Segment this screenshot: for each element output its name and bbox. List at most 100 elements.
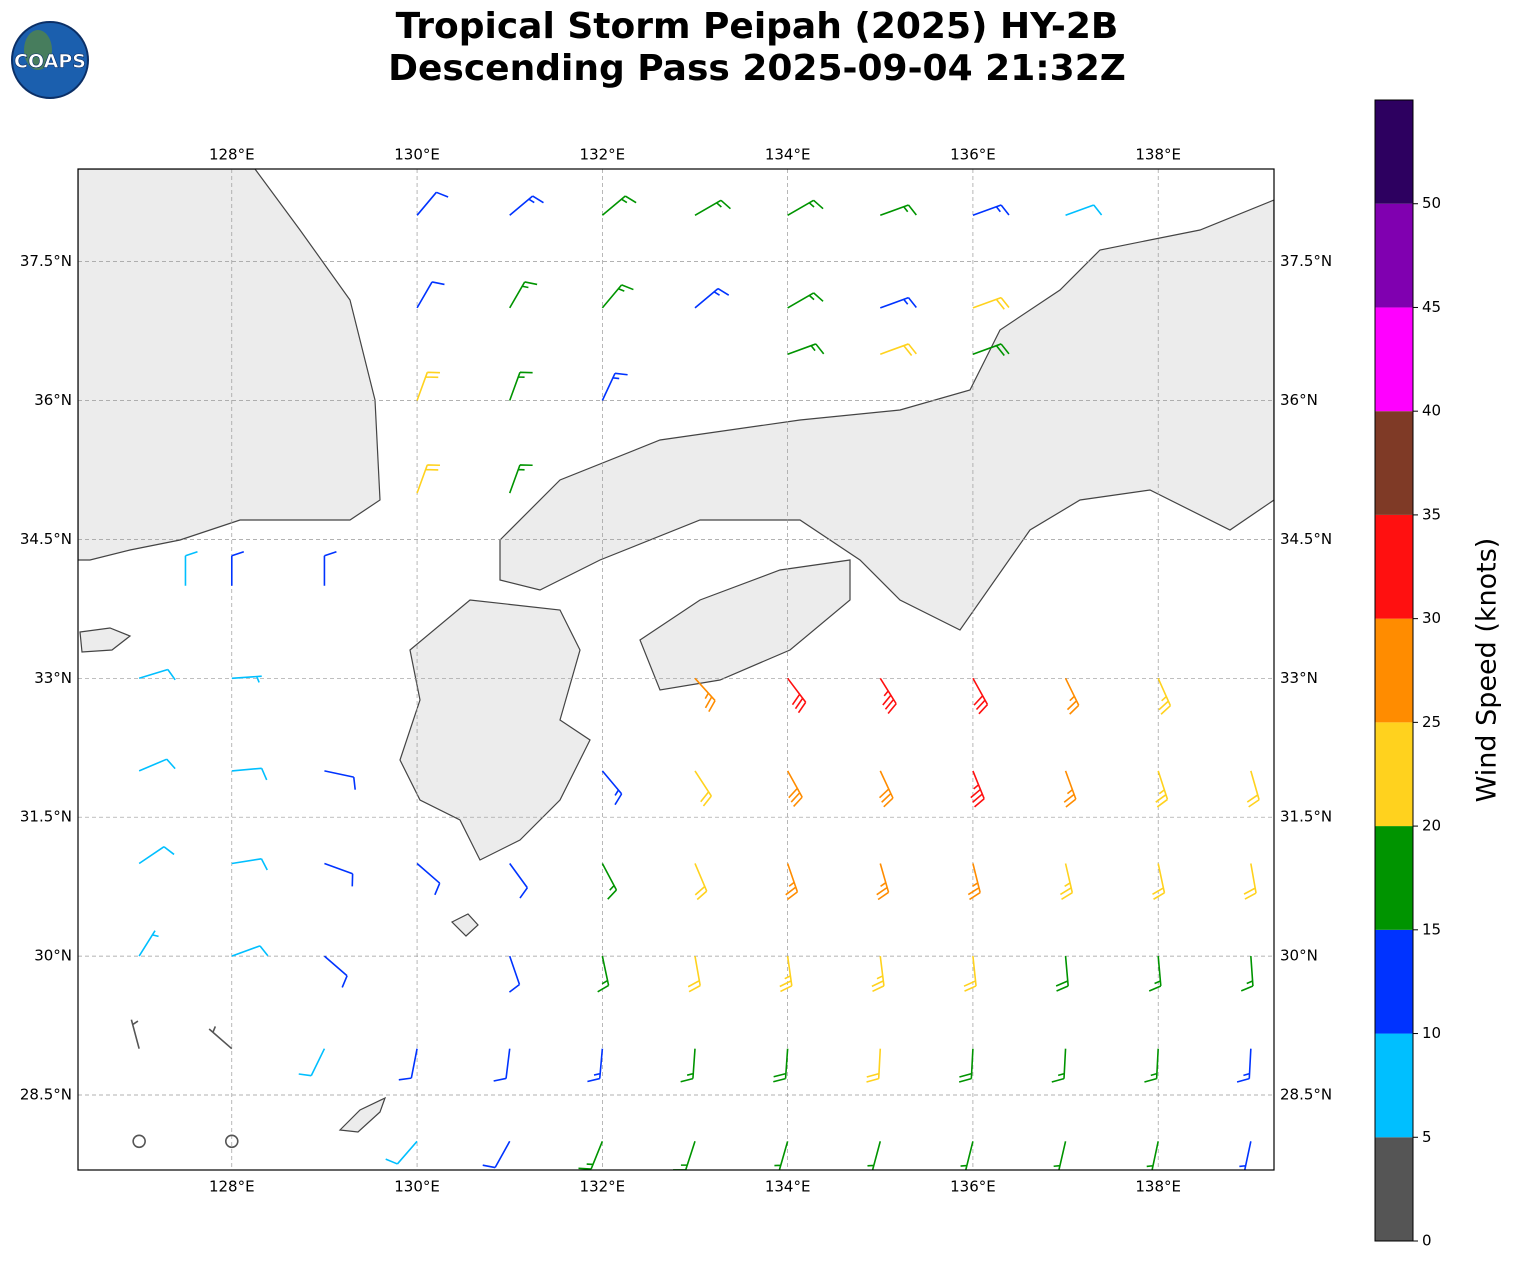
x-tick-label: 132°E [580,1178,626,1196]
wind-barb [880,204,917,217]
wind-barb [972,296,1010,310]
colorbar-segment [1375,100,1413,204]
colorbar-tick-label: 20 [1422,817,1441,835]
wind-barb [601,284,634,309]
wind-barb [1065,204,1103,217]
wind-barb [1236,1048,1252,1083]
wind-barb [1157,677,1172,715]
colorbar-segment [1375,1033,1413,1138]
wind-barb [509,195,544,216]
wind-barb [880,296,917,309]
x-tick-label: 132°E [580,146,626,164]
y-tick-label: 30°N [34,947,72,965]
wind-barb [231,945,269,957]
wind-barb [1243,863,1257,900]
wind-barb [880,343,917,357]
wind-barb [385,1140,418,1165]
x-tick-label: 128°E [209,146,255,164]
wind-barb [138,668,176,681]
wind-barb [601,770,623,806]
wind-barb [323,955,348,988]
wind-barb [863,1141,882,1170]
wind-barbs [130,191,1260,1170]
colorbar-tick-label: 35 [1422,505,1441,523]
wind-barb [866,1048,882,1083]
kyushu [399,599,591,861]
x-tick-label: 130°E [394,146,440,164]
wind-barb [508,464,533,494]
wind-barb [694,677,716,712]
wind-barb [786,770,803,807]
calm-circle [224,1134,239,1149]
wind-barb [482,1140,511,1169]
colorbar-tick-label: 15 [1422,920,1441,938]
wind-barb [587,1048,604,1083]
wind-barb [1064,677,1080,715]
wind-barb [231,858,268,871]
colorbar-tick-label: 0 [1422,1232,1432,1250]
colorbar-tick-label: 5 [1422,1128,1432,1146]
x-tick-label: 130°E [394,1178,440,1196]
wind-barb [773,1048,789,1083]
wind-barb [298,1048,326,1077]
amami [338,1096,387,1133]
wind-barb [1055,956,1069,992]
y-tick-label: 33°N [1280,669,1318,687]
wind-barb [398,1048,418,1081]
wind-barb [766,1141,789,1170]
colorbar-segment [1375,618,1413,723]
wind-barb [601,863,618,900]
grid: 128°E 128°E 130°E 130°E 132°E 132°E 134°E 134°E… [20,146,1332,1196]
wind-barb [324,770,356,790]
y-tick-label: 33°N [34,669,72,687]
wind-barb [230,550,245,586]
colorbar: 0 5 10 15 20 25 30 35 40 45 50 [1374,99,1441,1250]
y-tick-label: 31.5°N [20,808,72,826]
wind-barb [970,770,985,808]
colorbar-segment [1375,1137,1413,1241]
wind-barb [1144,1048,1159,1083]
wind-barb [231,675,262,683]
x-tick-label: 136°E [950,1178,996,1196]
wind-barb [508,371,533,401]
colorbar-segment [1375,203,1413,308]
wind-barb [694,199,731,216]
title: Tropical Storm Peipah (2025) HY-2B [396,6,1119,47]
y-tick-label: 28.5°N [1280,1085,1332,1103]
wind-barb [1053,1141,1067,1170]
wind-barb [871,955,885,993]
colorbar-tick-label: 10 [1422,1024,1441,1042]
colorbar-frame [1374,99,1414,1242]
colorbar-segment [1375,307,1413,412]
wind-barb [597,955,610,993]
wind-barb [324,862,354,887]
wind-barb [231,767,268,781]
y-tick-label: 28.5°N [20,1085,72,1103]
wind-barb [416,191,449,216]
colorbar-segment [1375,929,1413,1034]
logo-land [24,30,52,70]
wind-barb [694,287,730,309]
wind-barb [878,770,894,808]
wind-barb [208,1026,233,1050]
wind-barb [323,550,337,586]
wind-barb [509,281,538,309]
wind-barb [967,863,981,901]
colorbar-tick-label: 25 [1422,713,1441,731]
y-tick-label: 31.5°N [1280,808,1332,826]
y-tick-label: 34.5°N [1280,530,1332,548]
calm-circle [132,1134,146,1149]
logo: COAPS [11,21,89,99]
wind-barb [509,863,528,899]
x-tick-label: 128°E [209,1178,255,1196]
wind-barb [787,292,824,309]
x-tick-label: 136°E [950,146,996,164]
wind-barb [972,343,1010,357]
wind-barb [416,371,440,401]
wind-barb [785,863,799,901]
wind-barb [960,1141,974,1170]
y-tick-label: 30°N [1280,947,1318,965]
wind-barb [787,199,824,216]
wind-barb [1063,770,1077,808]
